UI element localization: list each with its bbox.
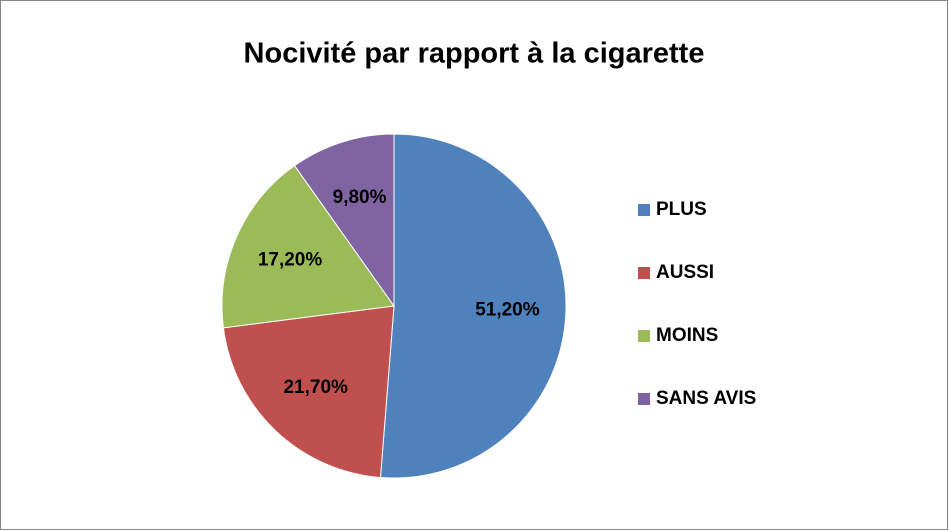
chart-title: Nocivité par rapport à la cigarette xyxy=(244,38,705,70)
legend-label: PLUS xyxy=(656,199,707,220)
data-label: 9,80% xyxy=(333,187,387,208)
pie-slice xyxy=(379,133,567,479)
data-label: 21,70% xyxy=(283,377,348,398)
legend-swatch xyxy=(638,393,650,405)
data-label: 51,20% xyxy=(475,299,540,320)
legend-label: SANS AVIS xyxy=(656,388,756,409)
pie-slice xyxy=(293,133,395,308)
legend-label: AUSSI xyxy=(656,262,714,283)
pie-slice xyxy=(222,305,395,479)
pie-slice xyxy=(221,164,395,329)
legend-swatch xyxy=(638,330,650,342)
data-label: 17,20% xyxy=(258,249,323,270)
legend-swatch xyxy=(638,204,650,216)
legend-swatch xyxy=(638,267,650,279)
legend-label: MOINS xyxy=(656,325,718,346)
